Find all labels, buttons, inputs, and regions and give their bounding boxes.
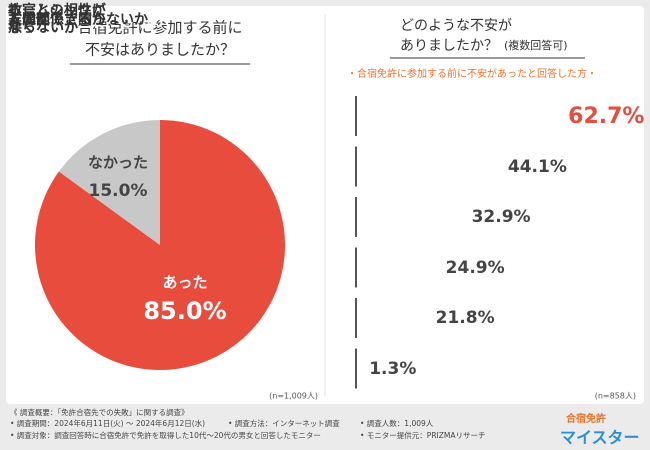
footer-item: • 調査方法：インターネット調査 (228, 419, 340, 428)
chart-title: 合宿免許に参加する前に (77, 19, 242, 37)
value-label: 62.7% (568, 103, 645, 129)
value-label: 15.0% (89, 181, 148, 201)
slice-label: あった (162, 274, 207, 292)
slice-label: なかった (88, 154, 148, 172)
logo-main: マイスター (560, 428, 640, 447)
bar-label: 期間内に卒業できるか (8, 10, 168, 30)
value-label: 32.9% (471, 207, 531, 227)
bar-label: 人間関係で困らないか (8, 11, 148, 28)
footer-item: • 調査期間：2024年6月11日(火) ～ 2024年6月12日(水) (10, 419, 206, 428)
bar-label: 友達ができるか (8, 11, 106, 28)
chart-title: ありましたか？ (400, 38, 498, 54)
bar-label: 教官との相性が 悪くないか (8, 3, 106, 36)
chart-title: どのような不安が (400, 18, 512, 34)
value-label: 21.8% (435, 308, 495, 328)
logo-top: 合宿免許 (566, 414, 606, 425)
sample-note: (n=1,009人) (269, 392, 318, 401)
subtitle: ・合宿免許に参加する前に不安があったと回答した方・ (347, 67, 597, 80)
sample-note: (n=858人) (595, 392, 636, 401)
pie-slice (58, 120, 160, 245)
bar-label: その他 (8, 11, 50, 28)
value-label: 1.3% (369, 358, 417, 379)
chart-title: 不安はありましたか？ (85, 41, 235, 59)
footer-item: • 調査対象：調査回答時に合宿免許で免許を取得した10代〜20代の男女と回答した… (10, 431, 321, 440)
title-note: (複数回答可) (504, 38, 568, 52)
value-label: 85.0% (143, 297, 226, 325)
footer-item: • 調査人数：1,009人 (360, 419, 434, 428)
footer-item: • モニター提供元：PRIZMAリサーチ (360, 431, 486, 440)
value-label: 24.9% (445, 257, 505, 278)
footer-heading: 《 調査概要：「免許合宿先での失敗」に関する調査》 (10, 408, 189, 417)
value-label: 44.1% (507, 156, 567, 177)
bar-label: ホームシックに ならないか (8, 3, 106, 36)
